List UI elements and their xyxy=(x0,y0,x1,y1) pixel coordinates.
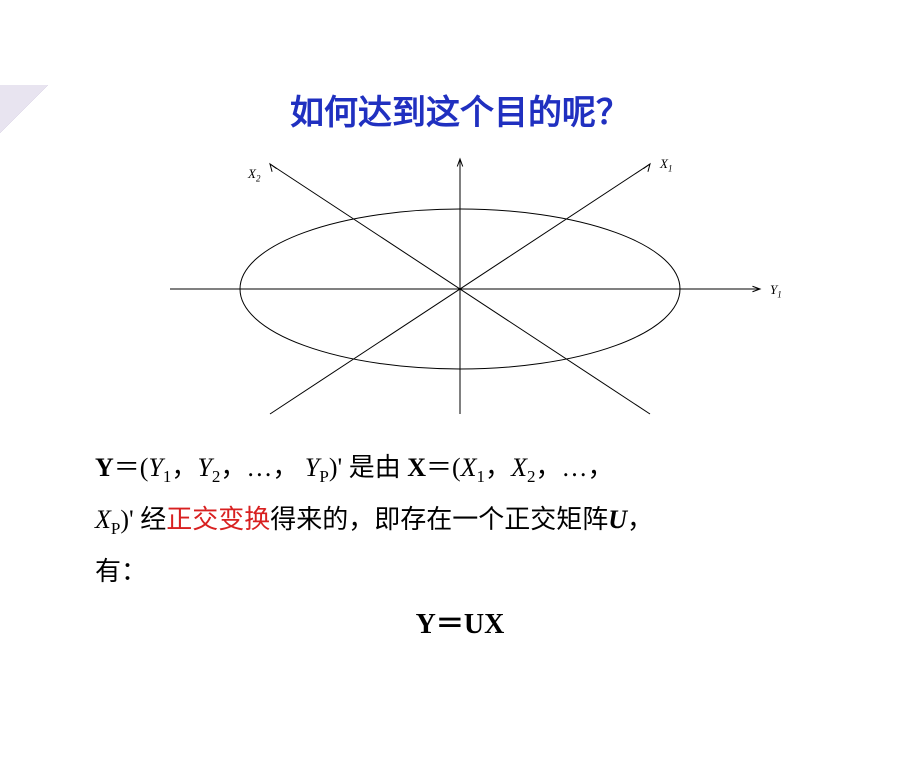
diagram-svg xyxy=(140,154,780,424)
axis-label-x2: X2 xyxy=(248,166,260,184)
text-line-3: 有： xyxy=(95,546,850,598)
axis-label-y1: Y1 xyxy=(770,282,782,300)
coordinate-diagram: Y1 X1 X2 xyxy=(140,154,780,424)
axis-label-x1: X1 xyxy=(660,156,672,174)
text-line-1: Y＝(Y1，Y2，…， YP)' 是由 X＝(X1，X2，…， xyxy=(95,442,850,494)
slide-title: 如何达到这个目的呢？ xyxy=(0,85,920,134)
corner-fold-decoration xyxy=(0,85,48,133)
equation: Y＝UX xyxy=(0,602,920,642)
text-line-2: XP)' 经正交变换得来的，即存在一个正交矩阵U， xyxy=(95,494,850,546)
body-text: Y＝(Y1，Y2，…， YP)' 是由 X＝(X1，X2，…， XP)' 经正交… xyxy=(95,442,850,598)
